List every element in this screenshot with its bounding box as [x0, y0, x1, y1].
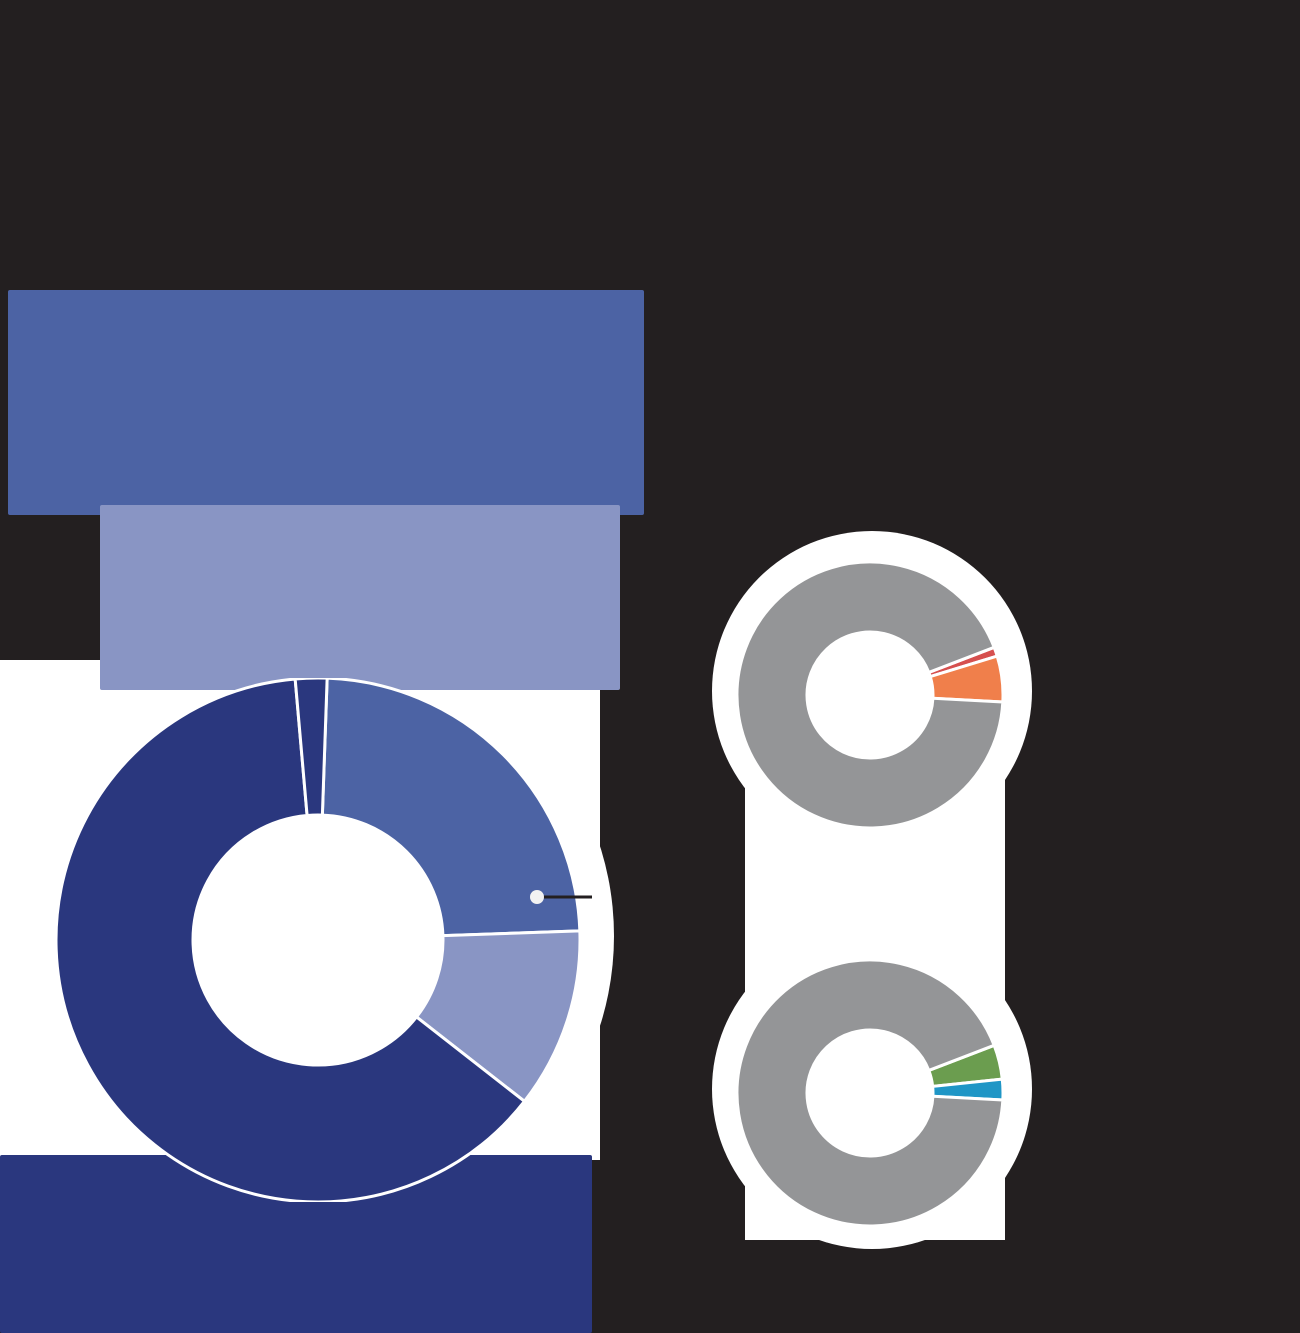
donut-slice-3[interactable] [737, 960, 1003, 1226]
secondary-donut-chart-bottom-svg [737, 960, 1003, 1226]
redacted-title-line-1 [8, 290, 644, 410]
donut-slice-3[interactable] [56, 678, 527, 1202]
redacted-subtitle-line [100, 505, 620, 690]
donut-slice-4[interactable] [293, 678, 329, 818]
donut-slice-3[interactable] [737, 562, 1003, 828]
secondary-donut-chart-bottom[interactable] [737, 960, 1003, 1226]
secondary-donut-chart-top-svg [737, 562, 1003, 828]
primary-donut-chart[interactable] [56, 678, 580, 1202]
secondary-donut-chart-top[interactable] [737, 562, 1003, 828]
donut-slice-1[interactable] [320, 678, 580, 938]
redacted-title-line-2 [8, 405, 644, 515]
primary-donut-chart-svg [56, 678, 580, 1202]
